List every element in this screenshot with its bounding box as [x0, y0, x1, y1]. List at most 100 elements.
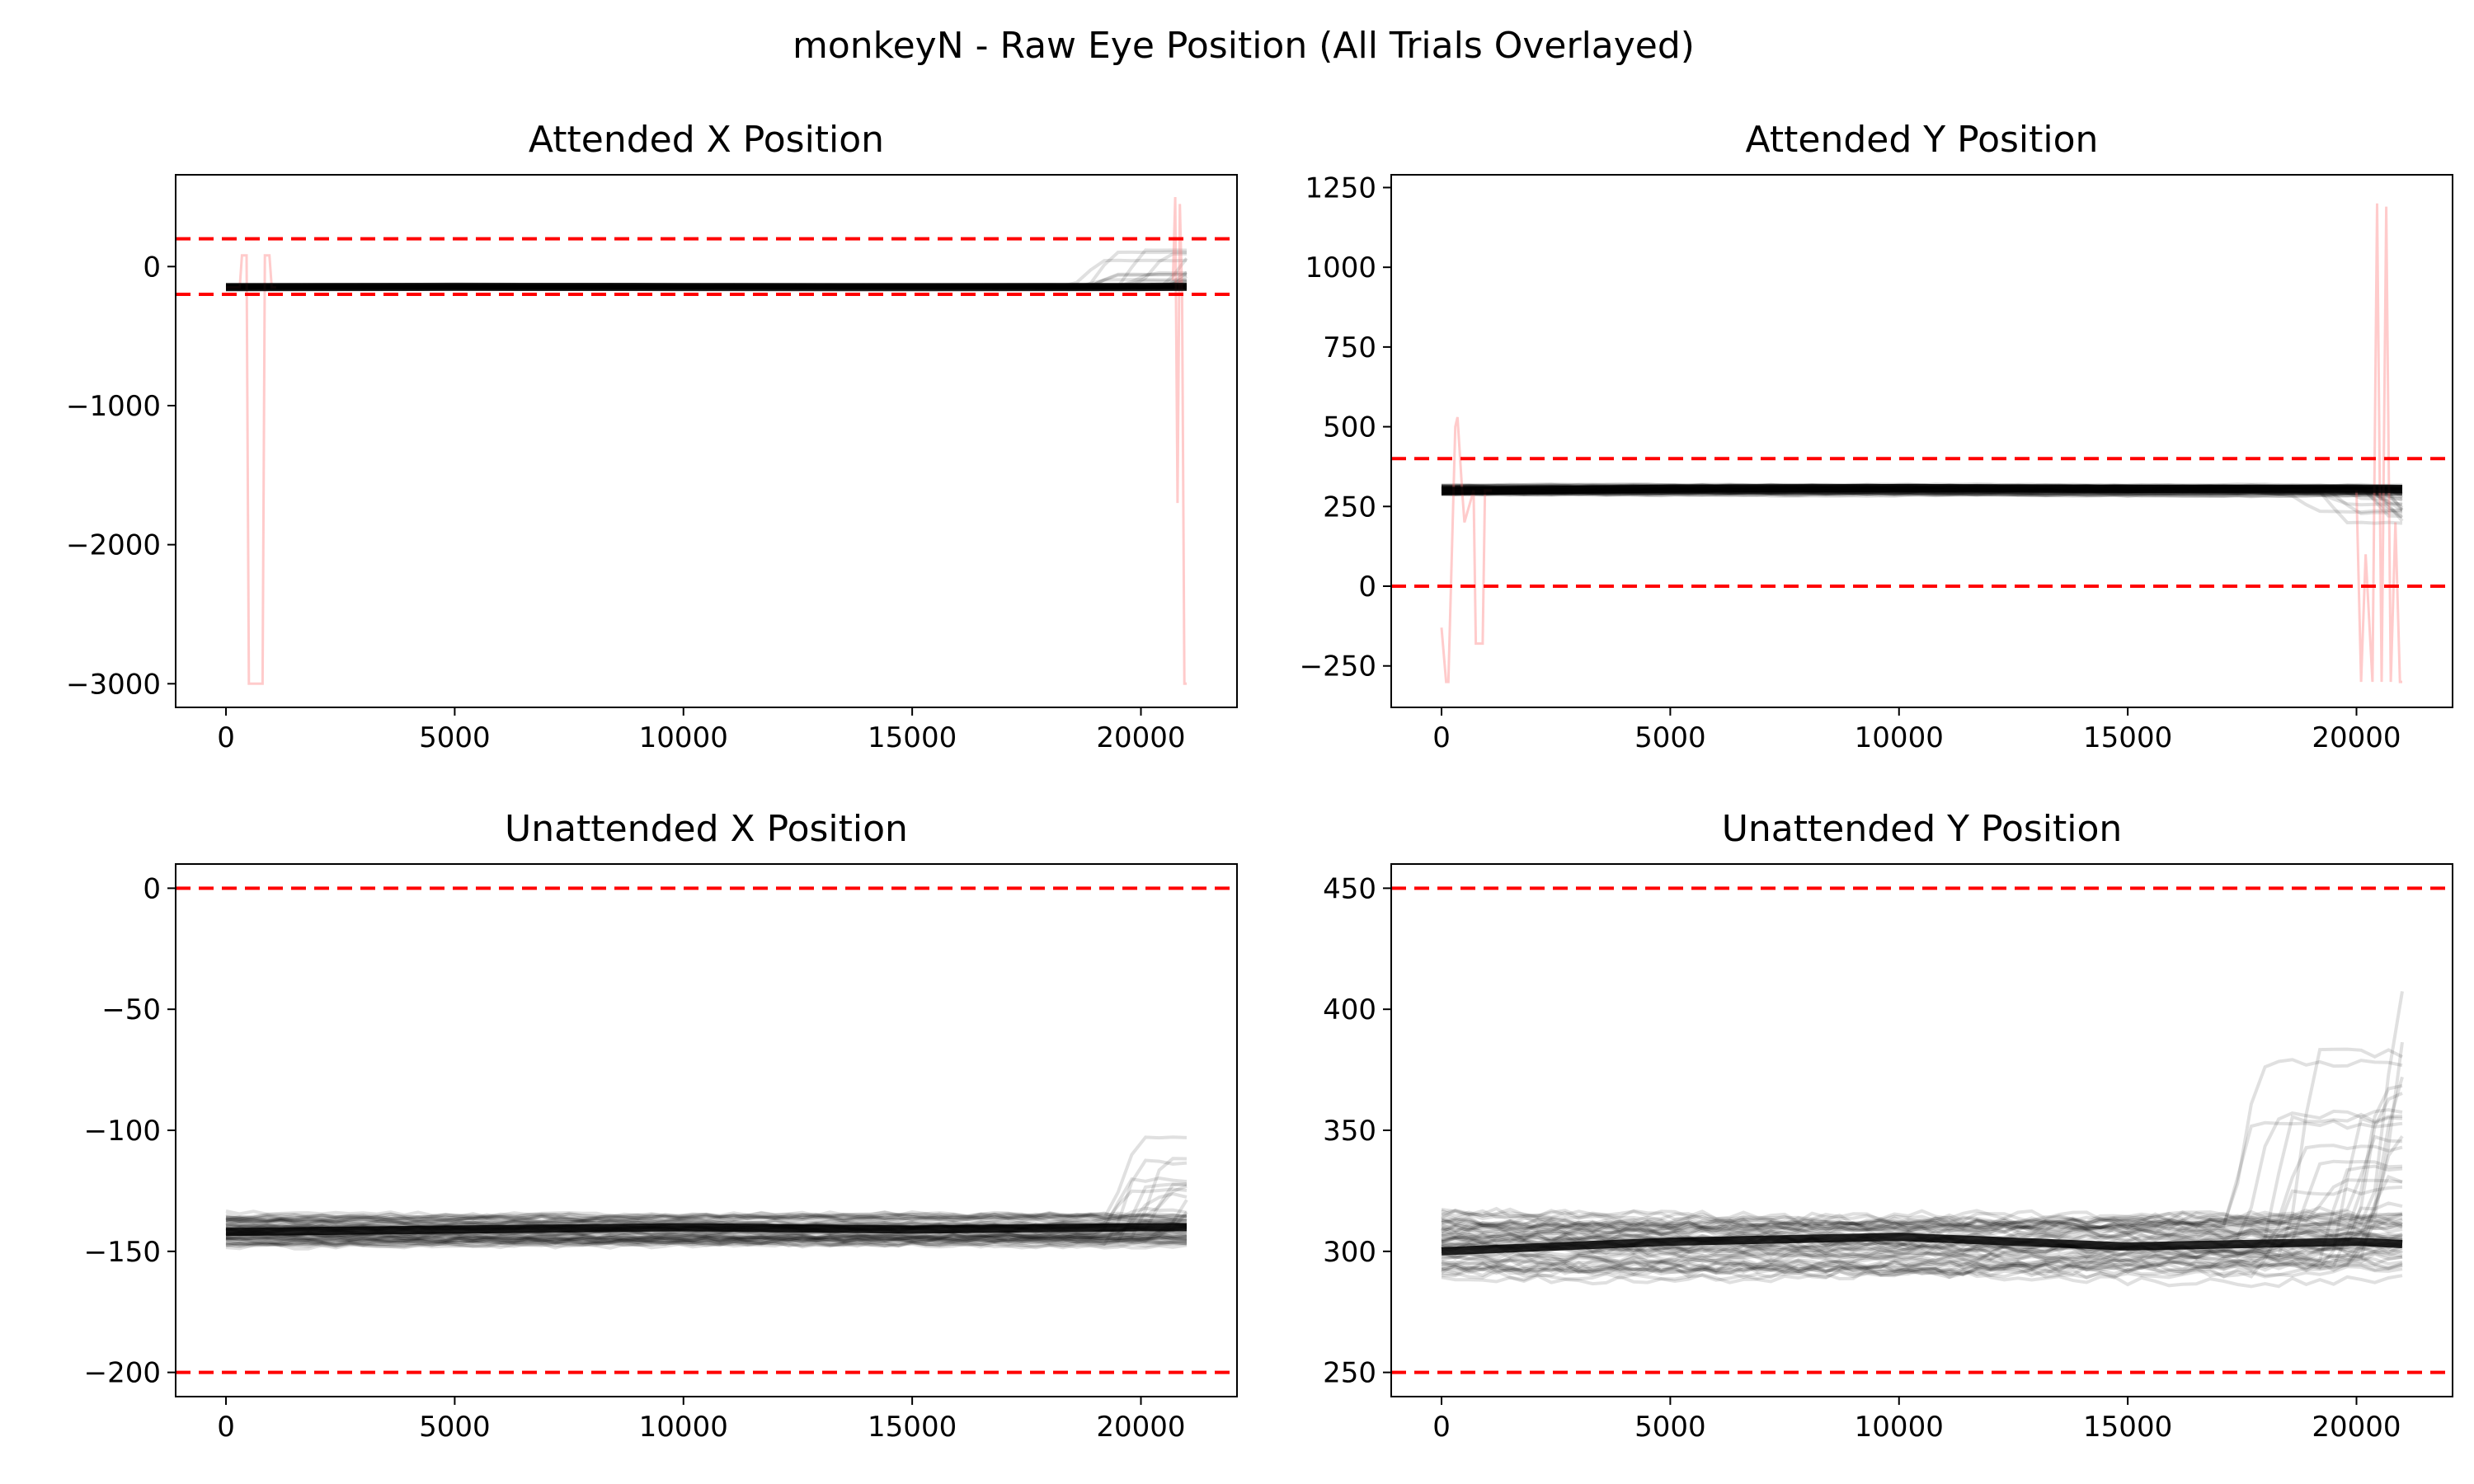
trial-trace — [1441, 1230, 2403, 1244]
y-tick-label: 400 — [1323, 993, 1376, 1026]
trial-trace — [225, 1210, 1188, 1223]
trial-trace — [225, 1237, 1188, 1250]
y-tick-label: −3000 — [66, 668, 161, 701]
y-tick-label: 0 — [1358, 571, 1376, 603]
x-tick-label: 5000 — [419, 1411, 491, 1444]
trial-trace — [1441, 1247, 2403, 1263]
trial-trace — [1441, 1233, 2403, 1260]
x-tick-label: 20000 — [1096, 1411, 1185, 1444]
trial-trace — [1441, 1115, 2403, 1286]
y-tick-label: −100 — [84, 1115, 161, 1148]
mean-trace — [1441, 483, 2403, 495]
trial-trace — [1441, 1112, 2403, 1255]
subplot-4: 0 5000 10000 15000 20000 450 400 350 300 250 Unatt… — [1323, 808, 2453, 1444]
trial-trace — [225, 1232, 1188, 1241]
subplot-title: Unattended X Position — [505, 808, 908, 850]
trial-trace — [1441, 1119, 2403, 1233]
trial-trace — [1442, 1218, 2403, 1279]
trial-trace — [225, 1233, 1188, 1248]
outlier-trace — [1171, 196, 1187, 685]
y-tick-label: −200 — [84, 1357, 161, 1390]
trial-trace — [225, 1235, 1188, 1243]
trial-trace — [1441, 1243, 2403, 1271]
trial-trace — [225, 1192, 1188, 1241]
y-tick-label: 0 — [143, 251, 161, 284]
trial-trace — [225, 1237, 1188, 1250]
trial-trace — [1441, 1254, 2403, 1276]
y-tick-label: 250 — [1323, 1357, 1376, 1390]
trial-trace — [1441, 1178, 2403, 1230]
trial-trace — [225, 1214, 1188, 1223]
x-tick-label: 5000 — [419, 721, 491, 754]
trial-trace — [225, 1229, 1188, 1241]
figure-suptitle: monkeyN - Raw Eye Position (All Trials O… — [793, 25, 1695, 67]
outlier-trace — [1440, 416, 1492, 683]
x-tick-label: 10000 — [1855, 1411, 1944, 1444]
trial-trace — [1441, 1216, 2403, 1236]
y-tick-label: 500 — [1323, 411, 1376, 444]
subplot-2: 0 5000 10000 15000 20000 1250 1000 750 500 250 0 −2… — [1300, 119, 2453, 754]
axes-frame — [1390, 174, 2453, 708]
trial-trace — [1441, 1209, 2403, 1233]
trial-trace — [1441, 1144, 2403, 1234]
trial-trace — [225, 1236, 1188, 1249]
subplot-1: 0 5000 10000 15000 20000 0 −1000 −2000 −3000 Atte… — [66, 119, 1238, 754]
trial-trace — [1441, 1217, 2403, 1231]
subplot-grid: 0 5000 10000 15000 200000−1000−2000−3000Atte… — [66, 119, 2453, 1444]
trial-trace — [1441, 1221, 2403, 1234]
x-tick-label: 10000 — [639, 721, 728, 754]
trial-trace — [225, 1231, 1188, 1243]
trial-trace — [1441, 1201, 2403, 1280]
trial-trace — [1441, 1211, 2403, 1230]
plot-area — [1391, 886, 2453, 1374]
trial-trace — [1441, 1253, 2403, 1280]
y-tick-label: −2000 — [66, 529, 161, 562]
trial-trace — [225, 1215, 1188, 1224]
trial-trace — [225, 1231, 1188, 1241]
trial-trace — [1441, 1250, 2403, 1278]
x-tick-label: 20000 — [2312, 1411, 2401, 1444]
outlier-trace — [2355, 203, 2402, 683]
trial-trace — [1441, 1247, 2403, 1266]
trial-trace — [1441, 1207, 2403, 1229]
trial-trace — [225, 1210, 1188, 1225]
y-tick-label: 300 — [1323, 1236, 1376, 1269]
subplot-title: Attended Y Position — [1746, 119, 2099, 161]
x-tick-label: 0 — [217, 721, 235, 754]
plot-area — [176, 196, 1237, 685]
y-tick-label: 350 — [1323, 1115, 1376, 1148]
trial-trace — [225, 1157, 1188, 1244]
y-tick-label: −50 — [101, 993, 161, 1026]
y-tick-label: 450 — [1323, 872, 1376, 905]
trial-trace — [1441, 1134, 2403, 1233]
trial-trace — [1441, 991, 2404, 1232]
trial-trace — [1441, 1248, 2403, 1275]
trial-trace — [1441, 1215, 2403, 1238]
plot-area — [176, 886, 1237, 1374]
subplot-3: 0 5000 10000 15000 20000 0 −50 −100 −150 −200 Unat… — [84, 808, 1238, 1444]
subplot-title: Unattended Y Position — [1722, 808, 2123, 850]
trial-trace — [1441, 1219, 2403, 1239]
trial-trace — [225, 1158, 1188, 1248]
outlier-trace — [226, 254, 276, 685]
trial-trace — [1441, 1219, 2403, 1244]
mean-trace — [225, 1223, 1187, 1237]
trial-trace — [1441, 1261, 2403, 1278]
plot-area — [1391, 203, 2453, 683]
mean-trace — [1441, 1233, 2403, 1256]
trial-trace — [1441, 1108, 2403, 1257]
y-tick-label: 0 — [143, 872, 161, 905]
trial-trace — [225, 1182, 1188, 1248]
y-tick-label: −150 — [84, 1236, 161, 1269]
trial-trace — [225, 1235, 1188, 1244]
trial-trace — [1441, 1083, 2403, 1244]
trial-trace — [1441, 1058, 2403, 1237]
trial-trace — [225, 1222, 1188, 1243]
trial-trace — [225, 1135, 1188, 1220]
y-tick-label: −1000 — [66, 390, 161, 423]
x-tick-label: 0 — [1432, 1411, 1451, 1444]
trial-trace — [1441, 1242, 2403, 1256]
x-tick-label: 20000 — [2312, 721, 2401, 754]
trial-trace — [1441, 1174, 2403, 1282]
trial-trace — [1441, 1164, 2403, 1280]
